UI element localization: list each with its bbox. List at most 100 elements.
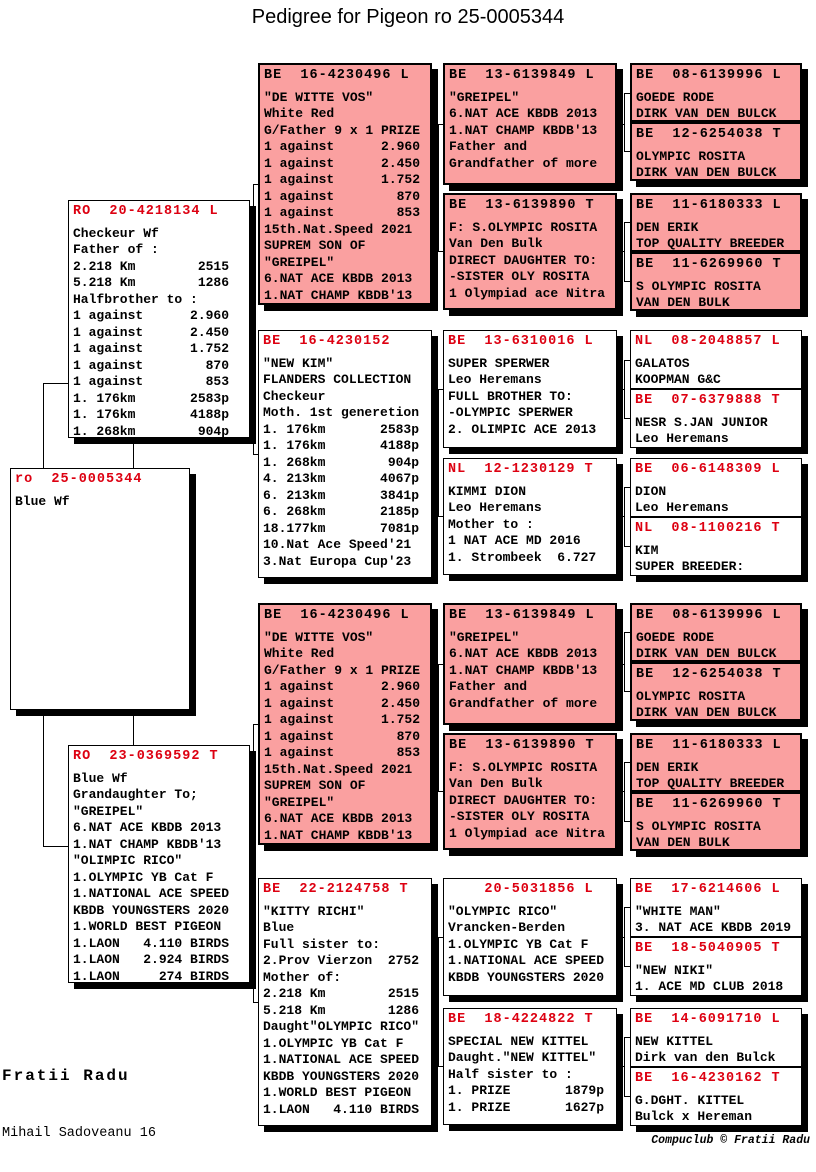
box-line: NESR S.JAN JUNIOR — [635, 414, 768, 430]
box-line: Daught."NEW KITTEL" — [448, 1050, 597, 1065]
pedigree-box-be-11-6269960-t: BE 11-6269960 T S OLYMPIC ROSITA VAN DEN B… — [630, 792, 802, 851]
ring-number: BE 16-4230496 L — [264, 608, 410, 623]
box-line: TOP QUALITY BREEDER — [636, 236, 785, 251]
box-line: 10.Nat Ace Speed'21 — [263, 537, 412, 552]
box-line: 2.218 Km 2515 — [263, 986, 420, 1001]
connector-line — [438, 389, 443, 390]
box-line: 2.Prov Vierzon 2752 — [263, 953, 420, 968]
pedigree-box-be-11-6269960-t: BE 11-6269960 T S OLYMPIC ROSITA VAN DEN B… — [630, 252, 802, 311]
box-line: Van Den Bulk — [449, 776, 543, 791]
box-line: Grandfather of more — [449, 155, 598, 171]
connector-line — [432, 454, 438, 455]
breeder-contact: Fratii Radu Mihail Sadoveanu 16 CUGIR, A… — [2, 1028, 253, 1172]
box-line: Grandaughter To; — [73, 787, 198, 802]
ring-number: BE 08-6139996 L — [636, 68, 782, 83]
pedigree-box-be-13-6139849-l: BE 13-6139849 L "GREIPEL" 6.NAT ACE KBDB 2… — [443, 63, 617, 185]
connector-line — [624, 360, 625, 419]
box-line: 1 NAT ACE MD 2016 — [448, 533, 581, 548]
box-line: "GREIPEL" — [264, 794, 335, 810]
box-line: F: S.OLYMPIC ROSITA — [449, 759, 598, 775]
ring-number: BE 14-6091710 L — [635, 1012, 781, 1027]
box-line: Blue Wf — [15, 493, 70, 509]
connector-line — [624, 632, 625, 692]
box-line: Half sister to : — [448, 1066, 573, 1082]
ancestor-pair: BE 11-6180333 L DEN ERIK TOP QUALITY BREED… — [630, 193, 802, 311]
ring-number: BE 13-6139849 L — [449, 608, 595, 623]
box-line: Leo Heremans — [448, 372, 542, 387]
ring-number: RO 23-0369592 T — [73, 749, 219, 764]
box-line: VAN DEN BULK — [636, 295, 730, 310]
connector-line — [624, 281, 630, 282]
ring-number: BE 11-6269960 T — [636, 257, 782, 272]
box-line: Father and — [449, 139, 528, 154]
ancestor-pair: BE 08-6139996 L GOEDE RODE DIRK VAN DEN BU… — [630, 603, 802, 721]
box-line: G.DGHT. KITTEL — [635, 1092, 745, 1108]
box-line: S OLYMPIC ROSITA — [636, 818, 761, 834]
ancestor-pair: BE 06-6148309 L DION Leo Heremans NL 08-110… — [630, 458, 802, 576]
ring-number: BE 16-4230152 — [263, 334, 391, 349]
connector-line — [253, 454, 258, 455]
box-line: 1 against 2.960 — [73, 308, 230, 323]
box-line: KOOPMAN G&C — [635, 372, 721, 387]
box-line: 6.NAT ACE KBDB 2013 — [73, 820, 222, 835]
box-line: Grandfather of more — [449, 695, 598, 711]
box-line: 1.NAT CHAMP KBDB'13 — [264, 287, 413, 303]
pedigree-box-be-11-6180333-l: BE 11-6180333 L DEN ERIK TOP QUALITY BREED… — [630, 733, 802, 792]
ring-number: BE 08-6139996 L — [636, 608, 782, 623]
box-line: 1 against 2.450 — [73, 324, 230, 340]
connector-line — [617, 937, 624, 938]
pedigree-box-be-16-4230152: BE 16-4230152 "NEW KIM" FLANDERS COLLECTIO… — [258, 330, 432, 578]
box-line: 6.NAT ACE KBDB 2013 — [264, 271, 413, 286]
box-line: Bulck x Hereman — [635, 1109, 753, 1124]
compuclub-credit: Compuclub © Fratii Radu — [651, 1134, 810, 1147]
pedigree-box-be-22-2124758-t: BE 22-2124758 T "KITTY RICHI" Blue Full sis… — [258, 878, 432, 1126]
box-line: GALATOS — [635, 355, 690, 371]
connector-line — [624, 1096, 630, 1097]
pedigree-box-nl-12-1230129-t: NL 12-1230129 T KIMMI DION Leo Heremans Mot… — [443, 458, 617, 575]
box-line: 1.NAT CHAMP KBDB'13 — [264, 827, 413, 843]
box-line: S OLYMPIC ROSITA — [636, 278, 761, 294]
pedigree-box-be-18-4224822-t: BE 18-4224822 T SPECIAL NEW KITTEL Daught.… — [443, 1008, 617, 1125]
box-line: SPECIAL NEW KITTEL — [448, 1033, 589, 1049]
connector-line — [624, 762, 625, 822]
connector-line — [624, 93, 630, 94]
box-line: 6. 213km 3841p — [263, 487, 420, 503]
pedigree-box-be-07-6379888-t: BE 07-6379888 T NESR S.JAN JUNIOR Leo Here… — [630, 389, 802, 448]
box-line: 1.WORLD BEST PIGEON — [263, 1085, 412, 1100]
box-line: 1.OLYMPIC YB Cat F — [448, 936, 589, 952]
box-line: 1.NATIONAL ACE SPEED — [263, 1052, 420, 1067]
connector-line — [438, 251, 443, 252]
box-line: 1. PRIZE 1627p — [448, 1099, 605, 1115]
pedigree-box-be-14-6091710-l: BE 14-6091710 L NEW KITTEL Dirk van den Bu… — [630, 1008, 802, 1067]
box-line: 6.NAT ACE KBDB 2013 — [449, 646, 598, 661]
box-line: SUPREM SON OF — [264, 778, 366, 793]
connector-line — [438, 124, 439, 252]
box-line: NEW KITTEL — [635, 1033, 714, 1049]
connector-line — [438, 937, 439, 1067]
connector-line — [624, 632, 630, 633]
connector-line — [253, 184, 254, 455]
box-line: 1.LAON 274 BIRDS — [73, 968, 230, 983]
connector-line — [438, 791, 443, 792]
connector-line — [617, 664, 624, 665]
box-line: 1 against 870 — [73, 357, 230, 373]
box-line: DIRK VAN DEN BULCK — [636, 165, 777, 180]
box-line: 3.Nat Europa Cup'23 — [263, 553, 412, 569]
connector-line — [624, 222, 625, 282]
pedigree-box-ro-20-4218134-l: RO 20-4218134 L Checkeur Wf Father of :2.2… — [68, 200, 250, 438]
ancestor-pair: BE 11-6180333 L DEN ERIK TOP QUALITY BREED… — [630, 733, 802, 851]
box-line: Father and — [449, 679, 528, 694]
box-line: Moth. 1st generetion — [263, 405, 420, 420]
connector-line — [253, 184, 258, 185]
box-line: 3. NAT ACE KBDB 2019 — [635, 920, 792, 935]
box-line: 1.NAT CHAMP KBDB'13 — [449, 662, 598, 678]
box-line: 18.177km 7081p — [263, 520, 420, 536]
box-line: G/Father 9 x 1 PRIZE — [264, 122, 421, 138]
connector-line — [624, 1037, 625, 1097]
ring-number: BE 11-6180333 L — [636, 198, 782, 213]
box-line: 4. 213km 4067p — [263, 471, 420, 486]
box-line: 1. 176km 4188p — [263, 438, 420, 453]
box-line: Dirk van den Bulck — [635, 1050, 776, 1065]
connector-line — [624, 907, 630, 908]
